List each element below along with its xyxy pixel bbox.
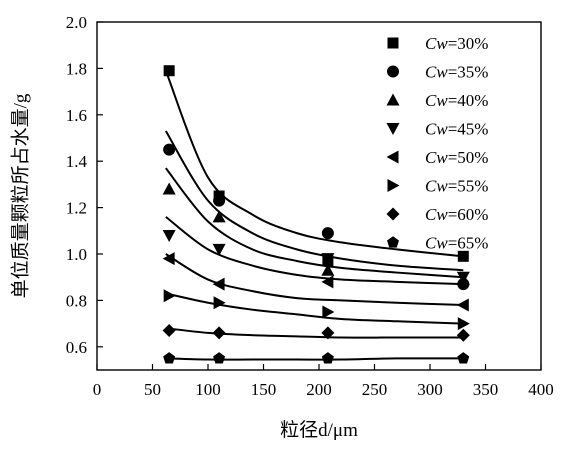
y-tick-label: 1.0 xyxy=(66,245,87,264)
y-tick-label: 1.4 xyxy=(66,152,88,171)
legend-item: Cw=35% xyxy=(387,63,488,82)
data-point xyxy=(321,227,334,240)
data-point xyxy=(162,252,175,266)
y-tick-label: 1.6 xyxy=(66,106,87,125)
x-axis-title: 粒径d/μm xyxy=(280,419,358,441)
legend-item: Cw=65% xyxy=(387,234,488,253)
data-point xyxy=(212,277,225,291)
y-tick-label: 0.6 xyxy=(66,338,87,357)
legend-marker xyxy=(386,123,400,135)
data-point xyxy=(212,243,226,256)
legend-label: Cw=35% xyxy=(425,63,488,82)
legend-marker xyxy=(386,150,399,164)
legend-item: Cw=50% xyxy=(386,148,488,167)
legend-item: Cw=60% xyxy=(386,205,488,224)
data-point xyxy=(213,296,226,310)
fit-curve xyxy=(164,130,464,272)
legend-label: Cw=30% xyxy=(425,34,488,53)
x-tick-label: 0 xyxy=(93,380,102,399)
data-point xyxy=(212,210,226,223)
legend-label: Cw=65% xyxy=(425,234,488,253)
legend-label: Cw=60% xyxy=(425,205,488,224)
fit-curve xyxy=(165,292,464,325)
fit-curve xyxy=(165,253,464,307)
data-point xyxy=(321,352,334,364)
data-point xyxy=(162,182,176,195)
data-point xyxy=(322,305,335,319)
legend-label: Cw=55% xyxy=(425,177,488,196)
x-tick-label: 150 xyxy=(251,380,277,399)
fit-curve xyxy=(165,327,464,339)
axes: 0 50 100 150 200 250 300 350 400 0.6 0.8 1.0 1.2 1.4 1… xyxy=(66,13,554,399)
data-point xyxy=(457,250,469,262)
x-tick-label: 200 xyxy=(306,380,332,399)
data-point xyxy=(321,326,335,340)
data-point xyxy=(212,326,226,340)
legend-item: Cw=55% xyxy=(387,177,488,196)
fit-curve xyxy=(165,357,464,361)
data-point xyxy=(321,275,334,289)
data-point xyxy=(163,289,176,303)
legend-marker xyxy=(387,179,400,192)
y-tick-label: 2.0 xyxy=(66,13,87,32)
data-point xyxy=(162,324,176,338)
data-point xyxy=(321,263,335,276)
data-point xyxy=(456,298,469,312)
legend-item: Cw=30% xyxy=(387,34,488,53)
data-point xyxy=(213,352,226,364)
data-point xyxy=(456,271,470,284)
data-point xyxy=(213,194,226,207)
x-tick-label: 300 xyxy=(417,380,443,399)
x-tick-label: 50 xyxy=(144,380,161,399)
x-tick-label: 400 xyxy=(528,380,554,399)
legend-label: Cw=45% xyxy=(425,120,488,139)
legend-marker xyxy=(387,236,399,248)
legend-marker xyxy=(386,93,400,106)
legend-item: Cw=45% xyxy=(386,120,488,139)
data-point xyxy=(162,229,176,242)
y-tick-label: 0.8 xyxy=(66,291,87,310)
legend-label: Cw=50% xyxy=(425,148,488,167)
y-axis-title: 单位质量颗粒所占水量/g xyxy=(9,93,31,298)
x-tick-label: 350 xyxy=(473,380,499,399)
legend: Cw=30% Cw=35% Cw=40% Cw=45% Cw=50% Cw=55% Cw=6… xyxy=(386,34,488,253)
data-point xyxy=(321,253,335,266)
x-tick-label: 100 xyxy=(195,380,221,399)
legend-label: Cw=40% xyxy=(425,91,488,110)
data-point xyxy=(457,317,470,331)
legend-marker xyxy=(387,65,399,78)
fit-curve xyxy=(164,70,464,258)
data-markers xyxy=(162,65,470,364)
data-point xyxy=(457,352,470,364)
x-tick-label: 250 xyxy=(362,380,388,399)
y-tick-label: 1.2 xyxy=(66,199,87,218)
data-point xyxy=(456,328,470,342)
fit-curve xyxy=(165,216,464,286)
legend-item: Cw=40% xyxy=(386,91,488,110)
legend-marker xyxy=(386,207,400,221)
fit-curve xyxy=(165,167,464,279)
y-tick-label: 1.8 xyxy=(66,59,87,78)
data-point xyxy=(163,143,176,156)
fit-curves xyxy=(164,70,464,361)
data-point xyxy=(163,65,175,77)
legend-marker xyxy=(387,37,399,49)
data-point xyxy=(163,352,176,364)
